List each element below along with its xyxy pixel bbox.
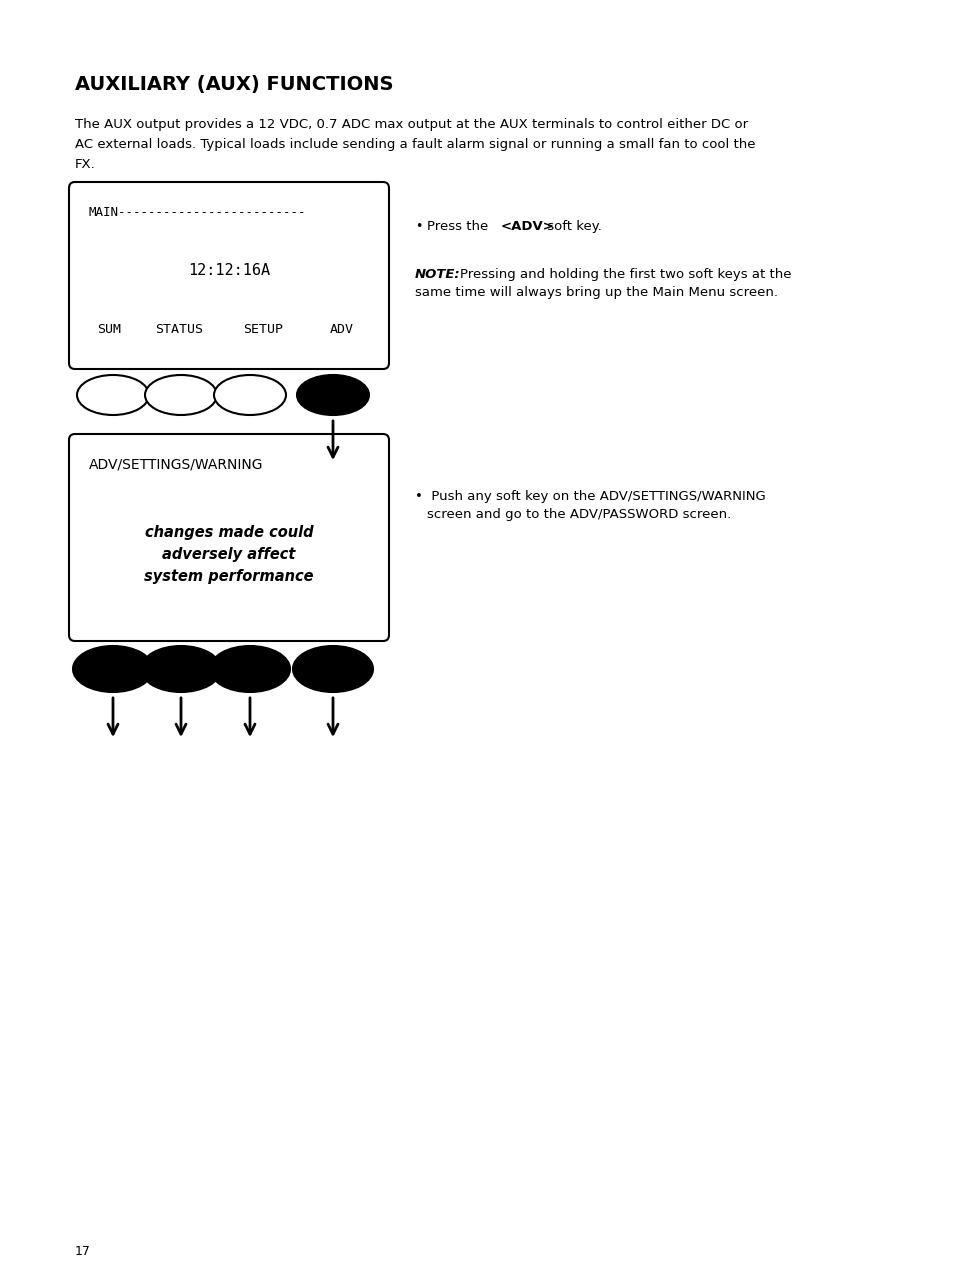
Text: •: • — [415, 220, 422, 233]
FancyBboxPatch shape — [69, 182, 389, 369]
Text: SUM: SUM — [97, 323, 121, 336]
Text: AC external loads. Typical loads include sending a fault alarm signal or running: AC external loads. Typical loads include… — [75, 137, 755, 151]
Ellipse shape — [296, 375, 369, 415]
Text: FX.: FX. — [75, 158, 95, 170]
Ellipse shape — [210, 646, 290, 692]
Text: NOTE:: NOTE: — [415, 268, 460, 281]
Text: AUXILIARY (AUX) FUNCTIONS: AUXILIARY (AUX) FUNCTIONS — [75, 75, 393, 94]
Ellipse shape — [141, 646, 221, 692]
Ellipse shape — [293, 646, 373, 692]
Text: 17: 17 — [75, 1245, 91, 1258]
Text: same time will always bring up the Main Menu screen.: same time will always bring up the Main … — [415, 286, 778, 299]
Text: STATUS: STATUS — [154, 323, 203, 336]
Text: soft key.: soft key. — [542, 220, 601, 233]
Text: adversely affect: adversely affect — [162, 547, 295, 562]
Text: The AUX output provides a 12 VDC, 0.7 ADC max output at the AUX terminals to con: The AUX output provides a 12 VDC, 0.7 AD… — [75, 118, 747, 131]
Text: system performance: system performance — [144, 569, 314, 584]
Ellipse shape — [145, 375, 216, 415]
Text: •  Push any soft key on the ADV/SETTINGS/WARNING: • Push any soft key on the ADV/SETTINGS/… — [415, 490, 765, 502]
Text: 12:12:16A: 12:12:16A — [188, 263, 270, 279]
Ellipse shape — [213, 375, 286, 415]
Text: MAIN-------------------------: MAIN------------------------- — [89, 206, 306, 219]
Text: Press the: Press the — [427, 220, 492, 233]
Ellipse shape — [73, 646, 152, 692]
Text: ADV: ADV — [330, 323, 354, 336]
Ellipse shape — [77, 375, 149, 415]
Text: SETUP: SETUP — [243, 323, 283, 336]
Text: ADV/SETTINGS/WARNING: ADV/SETTINGS/WARNING — [89, 458, 263, 472]
Text: screen and go to the ADV/PASSWORD screen.: screen and go to the ADV/PASSWORD screen… — [427, 508, 731, 522]
FancyBboxPatch shape — [69, 434, 389, 641]
Text: Pressing and holding the first two soft keys at the: Pressing and holding the first two soft … — [459, 268, 791, 281]
Text: <ADV>: <ADV> — [500, 220, 555, 233]
Text: changes made could: changes made could — [145, 525, 313, 541]
